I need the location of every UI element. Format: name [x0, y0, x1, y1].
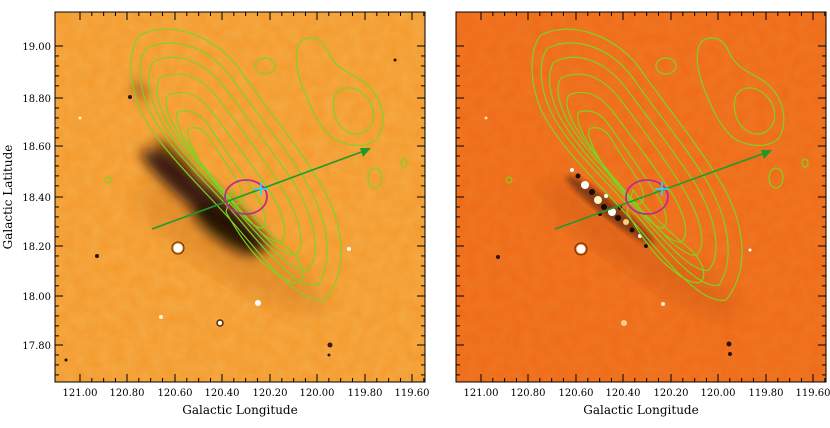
x-tick-label: 119.60 [796, 388, 830, 399]
right-residual-filament [539, 168, 741, 320]
x-tick-label: 120.60 [559, 388, 594, 399]
x-tick-label: 120.40 [606, 388, 641, 399]
y-tick-label: 18.20 [22, 242, 51, 253]
right-stars [484, 116, 752, 356]
x-tick-label: 120.00 [300, 388, 335, 399]
x-tick-label: 120.00 [701, 388, 736, 399]
left-y-axis-label: Galactic Latitude [1, 145, 15, 250]
right-tick-labels: 121.00 120.80 120.60 120.40 120.20 120.00 119.… [464, 388, 830, 399]
x-tick-label: 119.80 [348, 388, 383, 399]
left-tick-labels: 121.00 120.80 120.60 120.40 120.20 120.00 119.… [22, 42, 429, 399]
left-stars [64, 58, 397, 362]
x-tick-label: 121.00 [464, 388, 499, 399]
x-tick-label: 120.60 [158, 388, 193, 399]
left-arrow [151, 148, 371, 230]
x-tick-label: 120.80 [511, 388, 546, 399]
y-tick-label: 18.60 [22, 142, 51, 153]
right-noise-texture [456, 12, 826, 382]
left-cross-marker [254, 182, 268, 196]
y-tick-label: 18.80 [22, 94, 51, 105]
left-x-axis-label: Galactic Longitude [182, 403, 297, 417]
x-tick-label: 120.20 [654, 388, 689, 399]
right-x-axis-label: Galactic Longitude [583, 403, 698, 417]
y-tick-label: 18.40 [22, 193, 51, 204]
x-tick-label: 119.60 [395, 388, 430, 399]
left-ellipse-marker [224, 179, 268, 215]
x-tick-label: 120.20 [253, 388, 288, 399]
x-tick-label: 119.80 [749, 388, 784, 399]
x-tick-label: 120.40 [205, 388, 240, 399]
y-tick-label: 17.80 [22, 341, 51, 352]
y-tick-label: 18.00 [22, 292, 51, 303]
right-panel [456, 12, 826, 382]
left-panel [55, 12, 425, 382]
left-axis-ticks [55, 12, 425, 382]
x-tick-label: 121.00 [63, 388, 98, 399]
right-axis-ticks [456, 12, 826, 382]
y-tick-label: 19.00 [22, 42, 51, 53]
x-tick-label: 120.80 [110, 388, 145, 399]
right-cross-marker [655, 182, 669, 196]
right-arrow [554, 150, 772, 230]
right-ellipse-marker [625, 179, 669, 215]
